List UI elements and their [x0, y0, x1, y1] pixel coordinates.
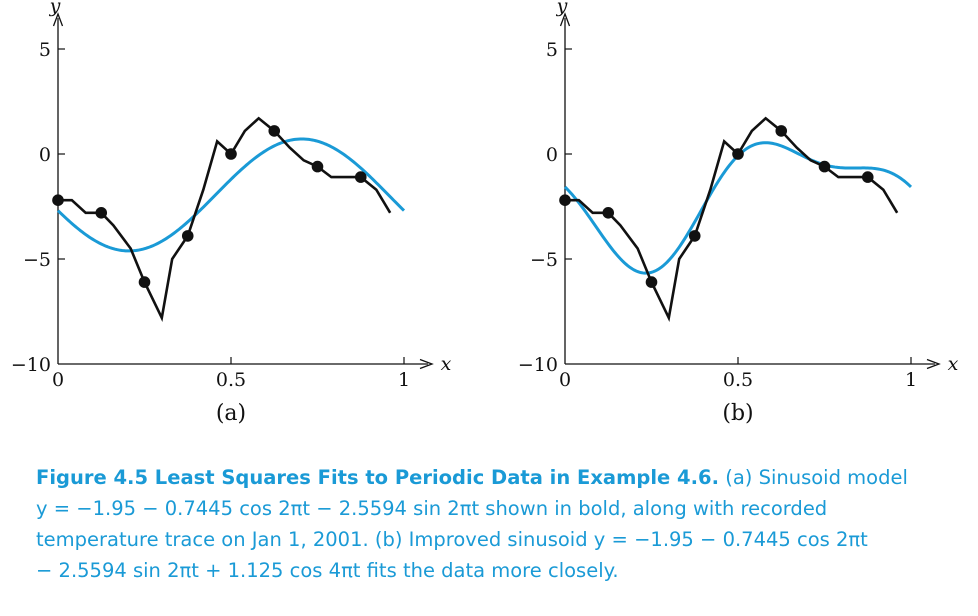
y-axis-label: y: [556, 0, 568, 17]
x-tick-label: 1: [398, 369, 410, 391]
data-point: [688, 230, 701, 242]
y-axis-arrow: [559, 12, 571, 27]
y-tick-label: 0: [546, 144, 558, 166]
data-point: [861, 171, 874, 183]
x-axis-label: x: [948, 353, 959, 375]
caption-line-4: − 2.5594 sin 2πt + 1.125 cos 4πt fits th…: [36, 559, 619, 582]
y-axis-arrow: [52, 12, 64, 27]
data-point: [138, 276, 151, 288]
x-axis-arrow: [926, 358, 941, 370]
y-tick-label: 5: [546, 39, 558, 61]
data-point: [52, 194, 64, 206]
x-tick-label: 0.5: [723, 369, 753, 391]
x-axis-label: x: [441, 353, 452, 375]
y-tick-label: −10: [518, 354, 558, 376]
panel-label: (b): [722, 401, 753, 426]
data-point: [225, 148, 237, 160]
recorded-data-line: [565, 116, 899, 322]
x-tick-label: 0.5: [216, 369, 246, 391]
data-point: [775, 125, 788, 137]
x-axis-arrow: [419, 358, 434, 370]
panel-label: (a): [216, 401, 246, 426]
y-tick-label: −5: [23, 249, 51, 271]
caption-line-3: temperature trace on Jan 1, 2001. (b) Im…: [36, 528, 868, 551]
y-tick-label: 0: [39, 144, 51, 166]
fit-curve-line: [56, 137, 406, 253]
data-point: [95, 207, 108, 219]
y-tick-label: 5: [39, 39, 51, 61]
data-point: [732, 148, 744, 160]
caption-title: Figure 4.5 Least Squares Fits to Periodi…: [36, 466, 720, 489]
y-axis-label: y: [49, 0, 61, 17]
x-tick-label: 0: [559, 369, 571, 391]
data-point: [354, 171, 367, 183]
data-point: [311, 160, 324, 173]
data-point: [559, 194, 571, 206]
caption-line-2: y = −1.95 − 0.7445 cos 2πt − 2.5594 sin …: [36, 497, 828, 520]
x-tick-label: 1: [905, 369, 917, 391]
figure-caption: Figure 4.5 Least Squares Fits to Periodi…: [36, 462, 956, 586]
data-point: [645, 276, 658, 288]
caption-line-1: Figure 4.5 Least Squares Fits to Periodi…: [36, 462, 956, 493]
y-tick-label: −10: [11, 354, 51, 376]
data-point: [602, 207, 615, 219]
x-tick-label: 0: [52, 369, 64, 391]
data-point: [268, 125, 281, 137]
caption-text-1: (a) Sinusoid model: [719, 466, 908, 489]
y-tick-label: −5: [530, 249, 558, 271]
data-point: [181, 230, 194, 242]
fit-curve-line: [563, 141, 913, 275]
recorded-data-line: [58, 116, 392, 322]
data-point: [818, 160, 831, 173]
